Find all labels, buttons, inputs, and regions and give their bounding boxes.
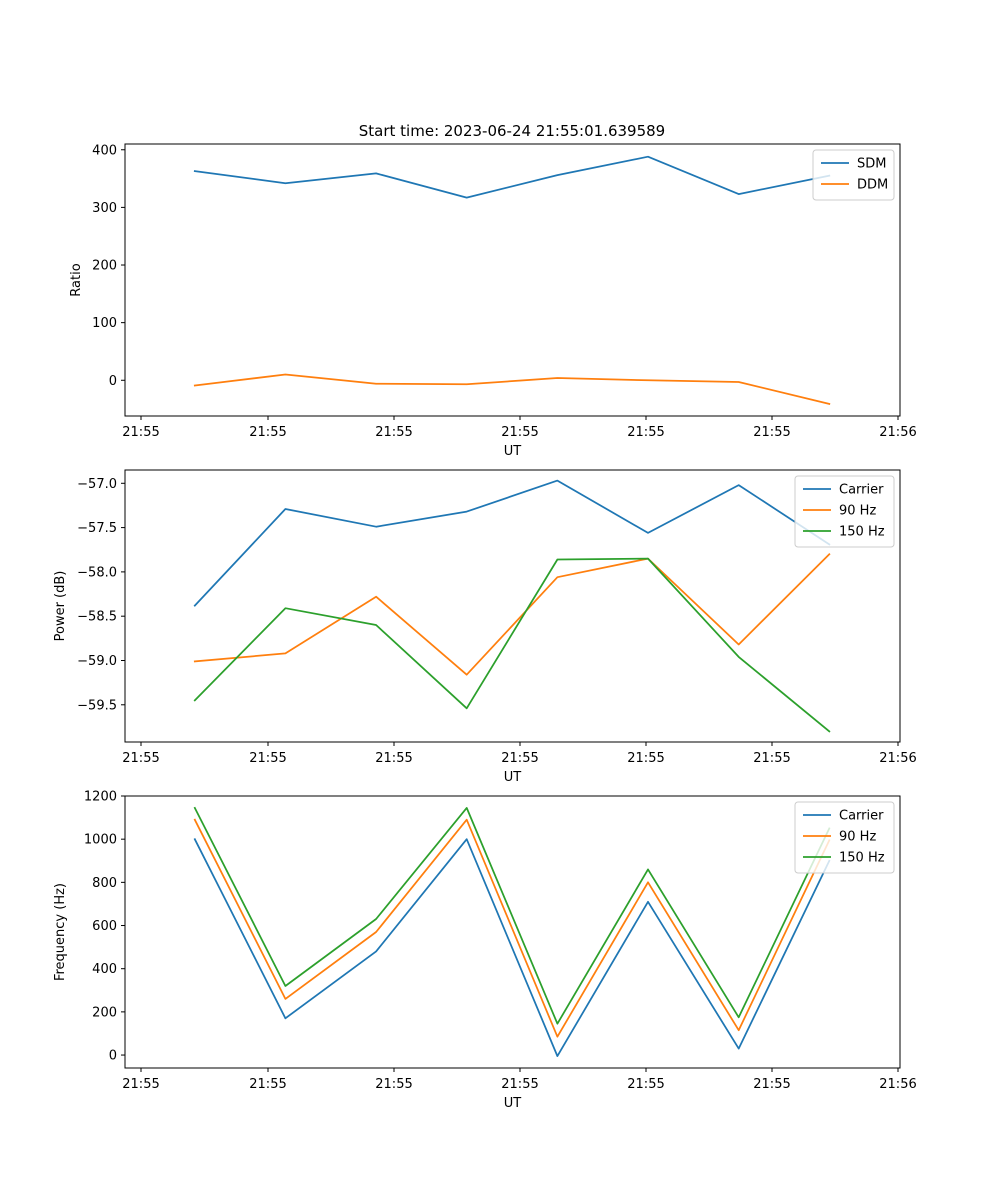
x-tick-label: 21:55 <box>122 751 159 766</box>
x-axis-label: UT <box>504 1096 522 1111</box>
x-tick-label: 21:55 <box>249 1077 286 1092</box>
series-line-carrier <box>193 838 831 1057</box>
y-tick-label: −59.0 <box>77 654 117 669</box>
x-tick-label: 21:56 <box>879 751 916 766</box>
series-line-150-hz <box>193 557 831 733</box>
x-tick-label: 21:55 <box>375 751 412 766</box>
y-tick-label: 600 <box>92 919 117 934</box>
y-tick-label: 100 <box>92 316 117 331</box>
y-axis-label: Frequency (Hz) <box>53 883 68 981</box>
y-tick-label: 200 <box>92 1005 117 1020</box>
legend: Carrier 90 Hz 150 Hz <box>794 475 895 548</box>
y-tick-label: −58.5 <box>77 610 117 625</box>
y-tick-label: 200 <box>92 259 117 274</box>
x-tick-label: 21:55 <box>249 751 286 766</box>
x-tick-label: 21:55 <box>627 751 664 766</box>
x-tick-label: 21:55 <box>375 425 412 440</box>
y-axis-label: Power (dB) <box>53 571 68 642</box>
axes-frame <box>124 143 901 417</box>
x-tick-label: 21:55 <box>753 751 790 766</box>
x-tick-label: 21:55 <box>753 1077 790 1092</box>
y-tick-label: −59.5 <box>77 698 117 713</box>
series-line-carrier <box>193 479 831 607</box>
chart-title: Start time: 2023-06-24 21:55:01.639589 <box>359 122 665 140</box>
x-axis-label: UT <box>504 770 522 785</box>
x-tick-label: 21:55 <box>501 425 538 440</box>
series-line-90-hz <box>193 552 831 676</box>
y-tick-label: 400 <box>92 143 117 158</box>
x-tick-label: 21:55 <box>122 425 159 440</box>
legend-label: SDM <box>857 157 886 172</box>
y-tick-label: 0 <box>109 374 117 389</box>
x-tick-label: 21:56 <box>879 425 916 440</box>
x-tick-label: 21:55 <box>753 425 790 440</box>
y-tick-label: 1200 <box>84 790 117 805</box>
y-tick-label: 400 <box>92 962 117 977</box>
x-tick-label: 21:55 <box>249 425 286 440</box>
series-line-sdm <box>193 155 831 199</box>
y-tick-label: 300 <box>92 201 117 216</box>
chart-panel-1: 21:55 21:55 21:55 21:55 21:55 21:55 21:56 UT 0 10… <box>69 143 917 459</box>
series-line-90-hz <box>193 818 831 1038</box>
y-tick-label: 800 <box>92 876 117 891</box>
series-line-ddm <box>193 373 831 405</box>
x-tick-label: 21:55 <box>501 1077 538 1092</box>
legend-label: 150 Hz <box>839 851 885 866</box>
x-tick-label: 21:55 <box>375 1077 412 1092</box>
legend-label: DDM <box>857 178 888 193</box>
x-axis-label: UT <box>504 444 522 459</box>
legend-box <box>794 801 895 874</box>
y-tick-label: 1000 <box>84 833 117 848</box>
legend-label: 90 Hz <box>839 504 876 519</box>
y-tick-label: −57.0 <box>77 477 117 492</box>
chart-panel-3: 21:55 21:55 21:55 21:55 21:55 21:55 21:56 UT 0 20… <box>53 790 917 1112</box>
legend: SDM DDM <box>812 149 895 201</box>
series-line-150-hz <box>193 806 831 1025</box>
x-tick-label: 21:55 <box>501 751 538 766</box>
chart-panel-2: 21:55 21:55 21:55 21:55 21:55 21:55 21:56 UT −59… <box>53 469 917 785</box>
x-tick-label: 21:55 <box>122 1077 159 1092</box>
legend: Carrier 90 Hz 150 Hz <box>794 801 895 874</box>
legend-label: Carrier <box>839 483 884 498</box>
legend-box <box>794 475 895 548</box>
legend-label: 150 Hz <box>839 525 885 540</box>
y-tick-label: 0 <box>109 1049 117 1064</box>
y-axis-label: Ratio <box>69 263 84 296</box>
charts: 21:55 21:55 21:55 21:55 21:55 21:55 21:56 UT 0 10… <box>53 143 917 1111</box>
y-tick-label: −57.5 <box>77 521 117 536</box>
legend-label: 90 Hz <box>839 830 876 845</box>
axes-frame <box>124 469 901 743</box>
y-tick-label: −58.0 <box>77 565 117 580</box>
x-tick-label: 21:56 <box>879 1077 916 1092</box>
legend-label: Carrier <box>839 809 884 824</box>
x-tick-label: 21:55 <box>627 1077 664 1092</box>
x-tick-label: 21:55 <box>627 425 664 440</box>
axes-frame <box>124 795 901 1069</box>
